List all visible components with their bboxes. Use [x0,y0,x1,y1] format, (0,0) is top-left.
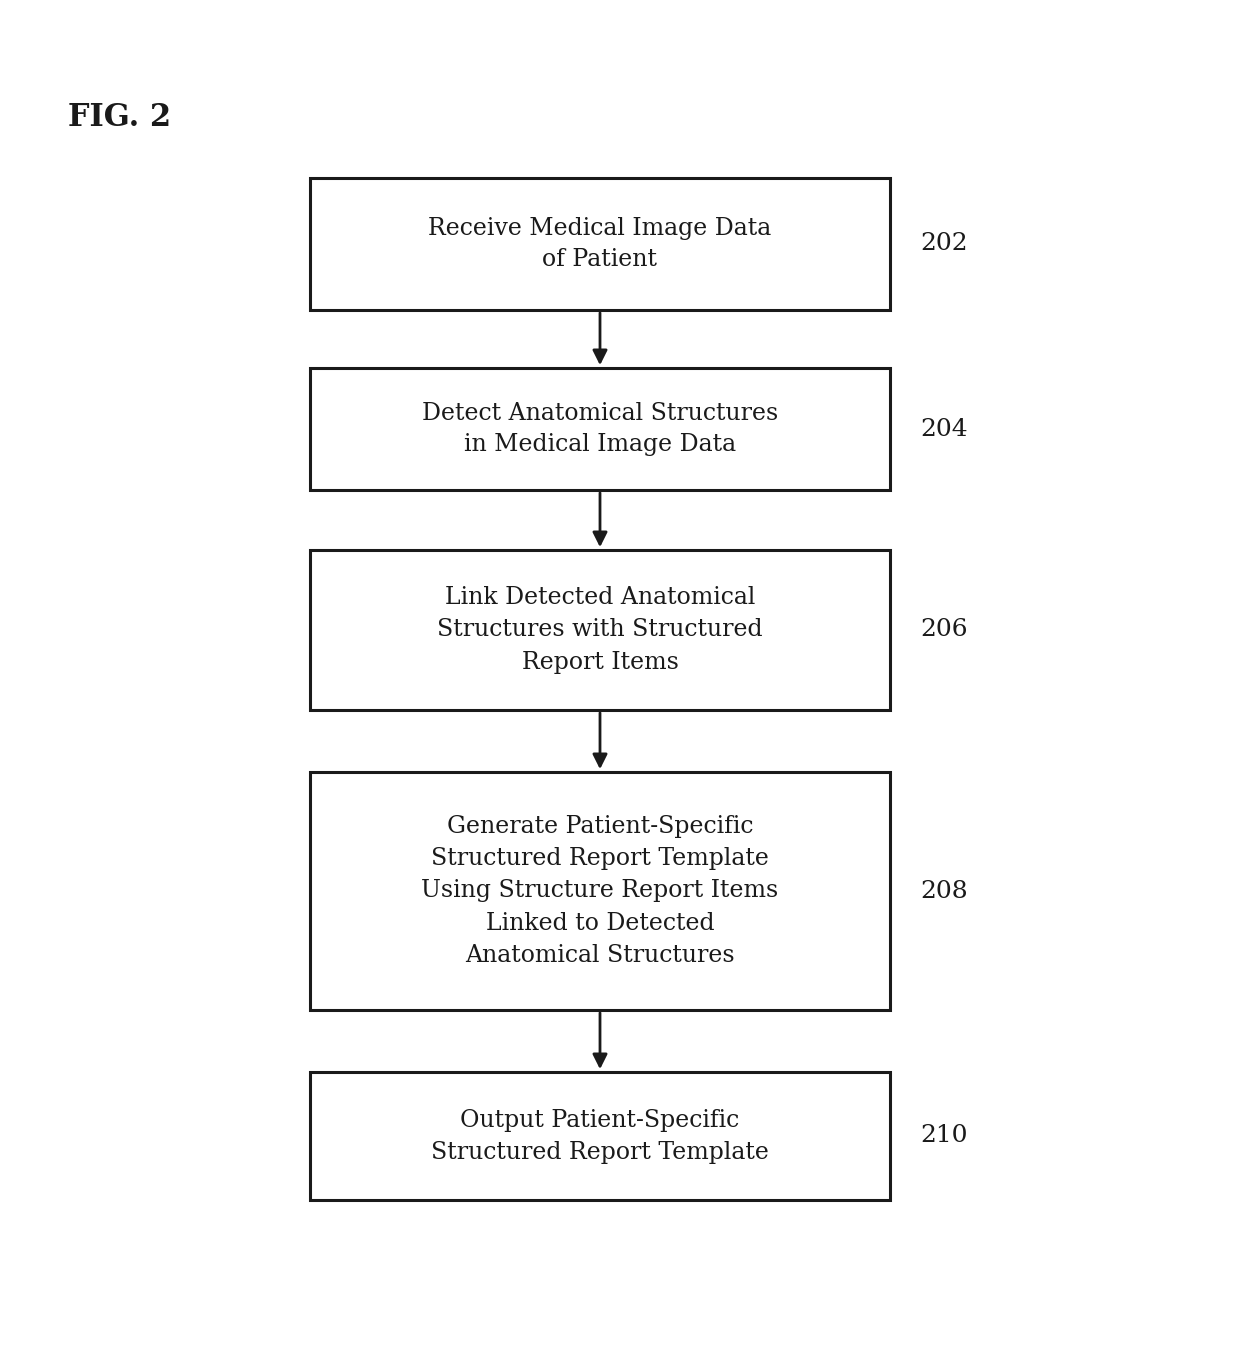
Bar [310,550,890,710]
Text: Generate Patient-Specific
Structured Report Template
Using Structure Report Item: Generate Patient-Specific Structured Rep… [422,815,779,967]
Text: Link Detected Anatomical
Structures with Structured
Report Items: Link Detected Anatomical Structures with… [438,586,763,674]
Text: 210: 210 [920,1124,967,1147]
Text: FIG. 2: FIG. 2 [68,102,171,133]
Text: 202: 202 [920,233,967,256]
Bar [310,369,890,490]
Text: 208: 208 [920,880,967,902]
Bar [310,178,890,309]
Bar [310,1072,890,1200]
Text: Detect Anatomical Structures
in Medical Image Data: Detect Anatomical Structures in Medical … [422,402,779,456]
Text: Receive Medical Image Data
of Patient: Receive Medical Image Data of Patient [428,217,771,272]
Text: 204: 204 [920,417,967,441]
Bar [310,772,890,1010]
Text: Output Patient-Specific
Structured Report Template: Output Patient-Specific Structured Repor… [432,1108,769,1163]
Text: 206: 206 [920,619,967,642]
